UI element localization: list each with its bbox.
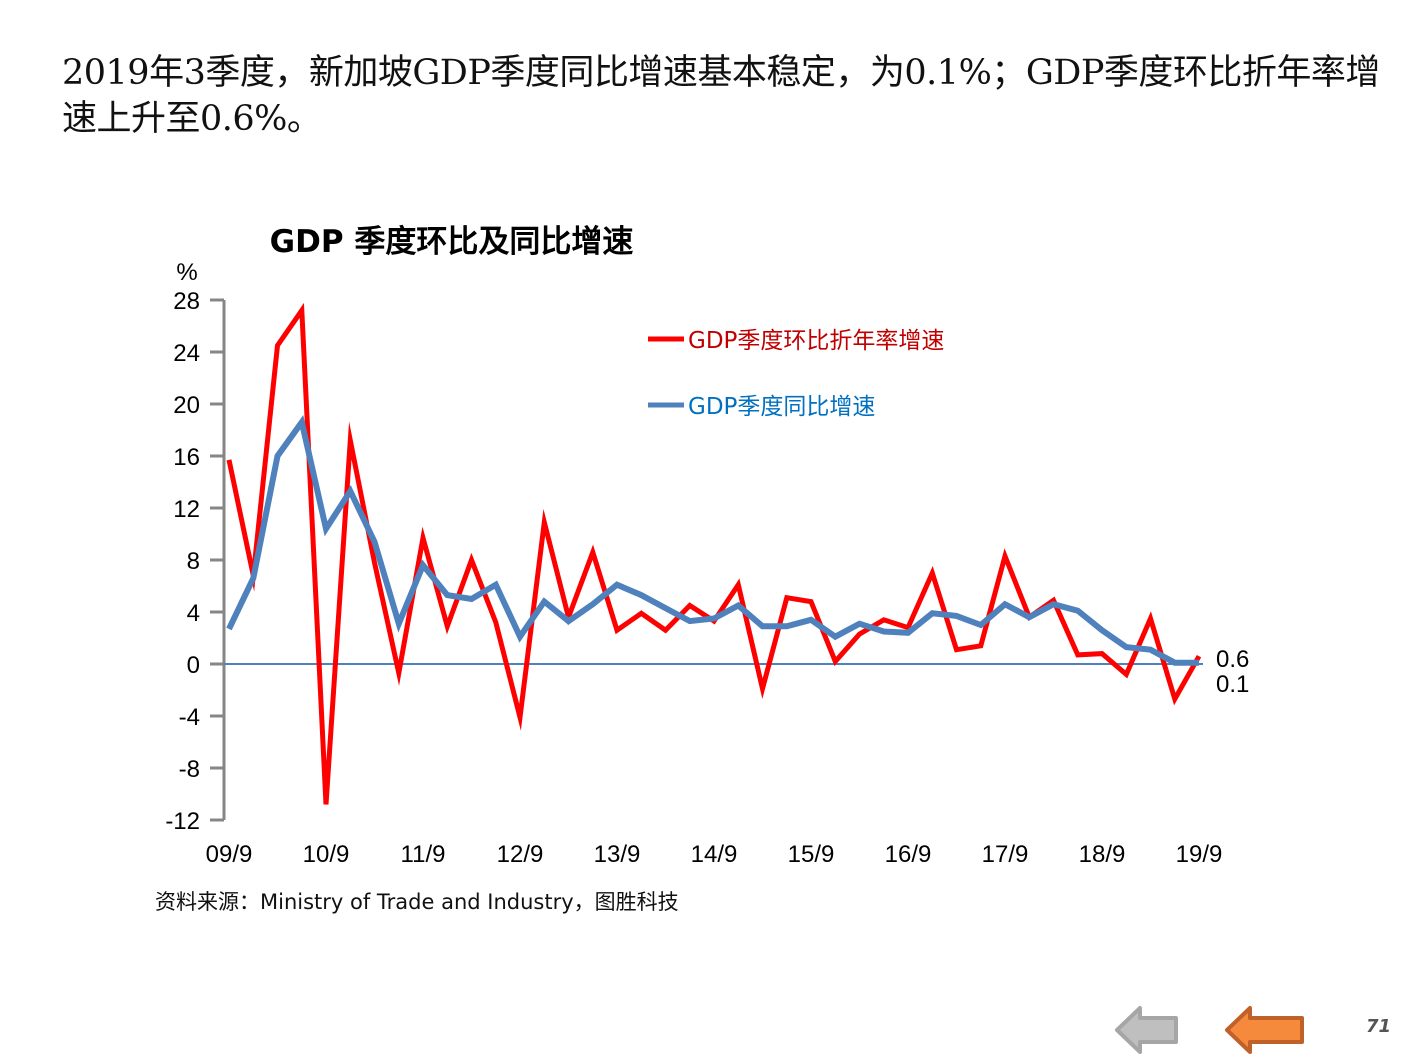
x-tick-label: 19/9 — [1176, 841, 1223, 868]
arrow-left-icon — [1114, 1005, 1180, 1055]
x-tick-label: 18/9 — [1079, 841, 1126, 868]
legend: GDP季度环比折年率增速 GDP季度同比增速 — [648, 328, 944, 420]
y-axis: %28 24 20 16 12 8 4 0 -4 -8 -12 — [165, 259, 224, 835]
y-tick-label: 24 — [173, 340, 200, 367]
x-tick-label: 13/9 — [594, 841, 641, 868]
legend-label: GDP季度环比折年率增速 — [688, 328, 944, 354]
prev-page-button[interactable] — [1114, 1005, 1180, 1059]
x-tick-label: 16/9 — [885, 841, 932, 868]
x-tick-label: 11/9 — [401, 841, 446, 868]
y-tick-label: 28 — [173, 288, 200, 315]
y-tick-label: -4 — [179, 704, 200, 731]
series-line-yoy — [229, 422, 1199, 663]
y-tick-label: 8 — [187, 548, 200, 575]
source-note: 资料来源：Ministry of Trade and Industry，图胜科技 — [155, 886, 679, 916]
arrow-left-icon — [1224, 1005, 1306, 1055]
x-tick-label: 17/9 — [982, 841, 1029, 868]
y-tick-label: -8 — [179, 756, 200, 783]
y-tick-label: -12 — [165, 808, 200, 835]
x-tick-label: 14/9 — [691, 841, 738, 868]
series-line-qoq-annualized — [229, 310, 1199, 804]
next-page-button[interactable] — [1224, 1005, 1306, 1059]
x-tick-label: 10/9 — [303, 841, 350, 868]
end-labels: 0.60.1 — [1216, 646, 1249, 698]
y-tick-label: 16 — [173, 444, 200, 471]
series-lines — [229, 310, 1199, 804]
y-tick-label: 12 — [173, 496, 200, 523]
end-value-label: 0.1 — [1216, 671, 1249, 698]
x-tick-label: 12/9 — [497, 841, 544, 868]
x-tick-label: 15/9 — [788, 841, 835, 868]
y-axis-unit: % — [176, 259, 197, 286]
y-tick-label: 0 — [187, 652, 200, 679]
end-value-label: 0.6 — [1216, 646, 1249, 673]
y-tick-label: 20 — [173, 392, 200, 419]
x-axis: 09/9 10/9 11/9 12/9 13/9 14/9 15/9 16/9 17/9 18/9… — [206, 664, 1223, 868]
y-tick-label: 4 — [187, 600, 200, 627]
page-number: 71 — [1366, 1016, 1391, 1037]
legend-label: GDP季度同比增速 — [688, 394, 875, 420]
x-tick-label: 09/9 — [206, 841, 253, 868]
